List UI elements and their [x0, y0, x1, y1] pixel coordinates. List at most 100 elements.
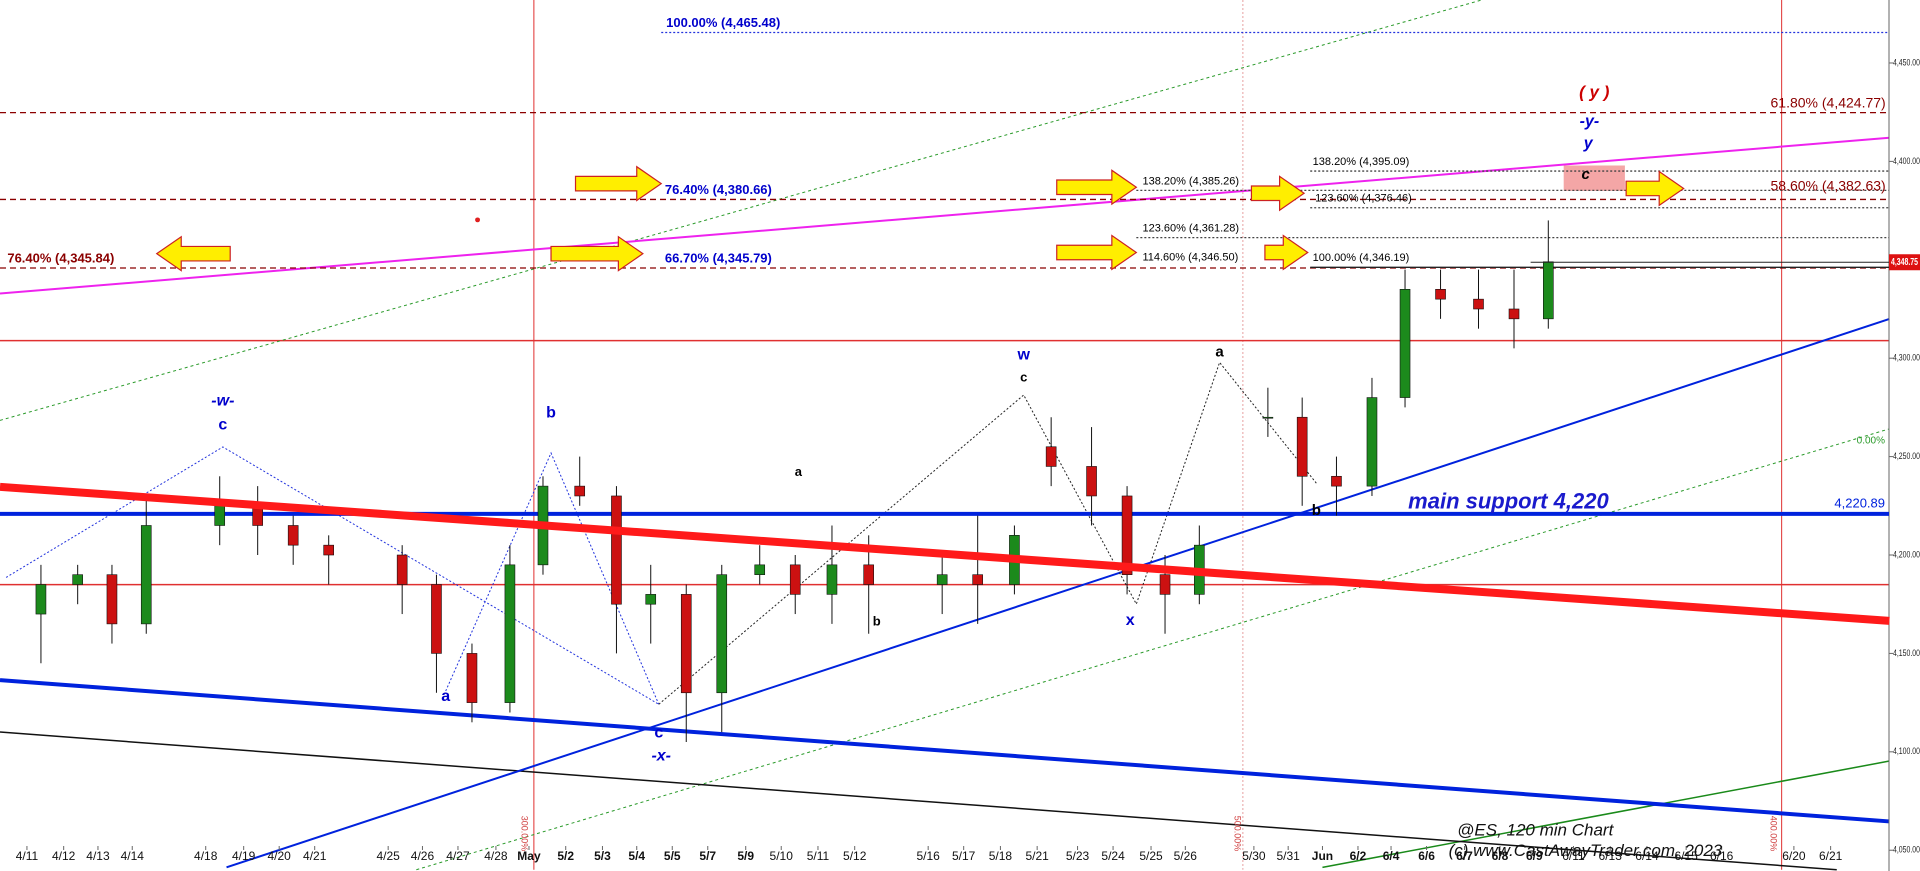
- level-label: 138.20% (4,385.26): [1142, 175, 1239, 187]
- wave-label: a: [1215, 344, 1224, 361]
- y-tick-label: 4,450.00: [1893, 57, 1920, 67]
- candle-body: [1508, 308, 1520, 320]
- x-tick-label: 5/25: [1139, 849, 1163, 863]
- candle-body: [72, 574, 83, 585]
- x-tick-label: 6/4: [1383, 849, 1400, 863]
- candle-body: [1045, 446, 1057, 467]
- candle-body: [1296, 416, 1308, 477]
- candle-body: [611, 495, 622, 605]
- candle-body: [1399, 289, 1411, 398]
- channel-line: [0, 0, 1482, 420]
- footer-text: (c) www.CastAwayTrader.com, 2023: [1449, 841, 1723, 860]
- y-tick-label: 4,050.00: [1893, 845, 1920, 855]
- support-label: 4,220.89: [1834, 495, 1885, 510]
- level-label: 76.40% (4,345.84): [7, 250, 114, 265]
- channel-line: [416, 429, 1889, 870]
- candle-body: [1435, 289, 1446, 300]
- wave-label: c: [654, 724, 663, 741]
- wave-path: [446, 453, 659, 704]
- x-tick-label: 4/21: [303, 849, 327, 863]
- arrow: [574, 165, 663, 202]
- trend-line: [0, 487, 1889, 621]
- last-price-label: 4,348.75: [1891, 257, 1918, 268]
- wave-label: x: [1126, 612, 1135, 629]
- y-tick-label: 4,300.00: [1893, 353, 1920, 363]
- x-tick-label: 4/14: [121, 849, 145, 863]
- wave-label: a: [441, 688, 450, 705]
- x-tick-label: 5/26: [1174, 849, 1198, 863]
- x-tick-label: 4/12: [52, 849, 76, 863]
- x-tick-label: 5/23: [1066, 849, 1090, 863]
- x-tick-label: 5/16: [916, 849, 940, 863]
- wave-label: b: [1312, 502, 1321, 519]
- candle-body: [504, 564, 516, 703]
- x-tick-label: 5/12: [843, 849, 867, 863]
- x-tick-label: 6/21: [1819, 849, 1843, 863]
- wave-label: -y-: [1580, 113, 1600, 130]
- x-tick-label: 5/5: [664, 849, 681, 863]
- time-marker: 400.00%: [1769, 816, 1779, 852]
- candle-body: [466, 653, 478, 703]
- wave-label: w: [1016, 346, 1030, 363]
- wave-path: [6, 447, 659, 704]
- arrow: [1056, 169, 1138, 206]
- zero-label: 0.00%: [1857, 436, 1885, 447]
- level-label: 76.40% (4,380.66): [665, 182, 772, 197]
- x-tick-label: 6/6: [1418, 849, 1435, 863]
- level-label: 58.60% (4,382.63): [1771, 177, 1886, 193]
- x-tick-label: 4/20: [268, 849, 292, 863]
- arrow: [1625, 170, 1685, 207]
- target-box: [1563, 165, 1625, 191]
- x-tick-label: 6/20: [1782, 849, 1806, 863]
- wave-label: a: [795, 464, 803, 479]
- x-tick-label: 5/24: [1101, 849, 1125, 863]
- x-tick-label: 5/2: [557, 849, 574, 863]
- x-tick-label: 5/31: [1276, 849, 1300, 863]
- level-label: 114.60% (4,346.50): [1142, 252, 1238, 264]
- y-tick-label: 4,150.00: [1893, 648, 1920, 658]
- x-tick-label: 5/10: [770, 849, 794, 863]
- candle-body: [1542, 261, 1554, 320]
- level-label: 100.00% (4,346.19): [1313, 252, 1410, 264]
- x-tick-label: 5/17: [952, 849, 976, 863]
- wave-label: c: [1582, 166, 1591, 183]
- x-tick-label: 5/21: [1025, 849, 1049, 863]
- candle-body: [35, 584, 47, 615]
- x-tick-label: 5/7: [699, 849, 716, 863]
- x-tick-label: 5/18: [989, 849, 1013, 863]
- x-tick-label: 6/7: [1456, 849, 1473, 863]
- x-tick-label: 5/4: [628, 849, 645, 863]
- footer-text: @ES, 120 min Chart: [1457, 821, 1614, 840]
- marker-dot: [475, 217, 481, 223]
- wave-label: y: [1583, 135, 1594, 152]
- x-tick-label: May: [517, 849, 541, 863]
- x-tick-label: 6/2: [1350, 849, 1367, 863]
- x-tick-label: 6/8: [1492, 849, 1509, 863]
- y-tick-label: 4,400.00: [1893, 156, 1920, 166]
- x-tick-label: 6/13: [1599, 849, 1623, 863]
- wave-label: b: [873, 614, 881, 629]
- candle-body: [754, 564, 766, 575]
- x-tick-label: Jun: [1312, 849, 1333, 863]
- trend-line: [0, 680, 1889, 821]
- candle-body: [1366, 397, 1378, 487]
- candle-body: [972, 574, 983, 585]
- x-tick-label: 4/18: [194, 849, 218, 863]
- trend-line: [0, 732, 1837, 870]
- arrow: [1264, 234, 1309, 271]
- x-tick-label: 4/13: [86, 849, 110, 863]
- level-label: 61.80% (4,424.77): [1771, 94, 1886, 110]
- x-tick-label: 6/14: [1635, 849, 1659, 863]
- candle-body: [431, 584, 442, 654]
- level-label: 123.60% (4,376.46): [1315, 193, 1412, 205]
- wave-label: b: [546, 404, 556, 421]
- trend-line: [227, 319, 1890, 867]
- x-tick-label: 4/27: [446, 849, 470, 863]
- candle-body: [396, 554, 408, 585]
- candle-body: [214, 505, 226, 526]
- x-tick-label: 6/11: [1562, 849, 1585, 863]
- candle-body: [863, 564, 875, 585]
